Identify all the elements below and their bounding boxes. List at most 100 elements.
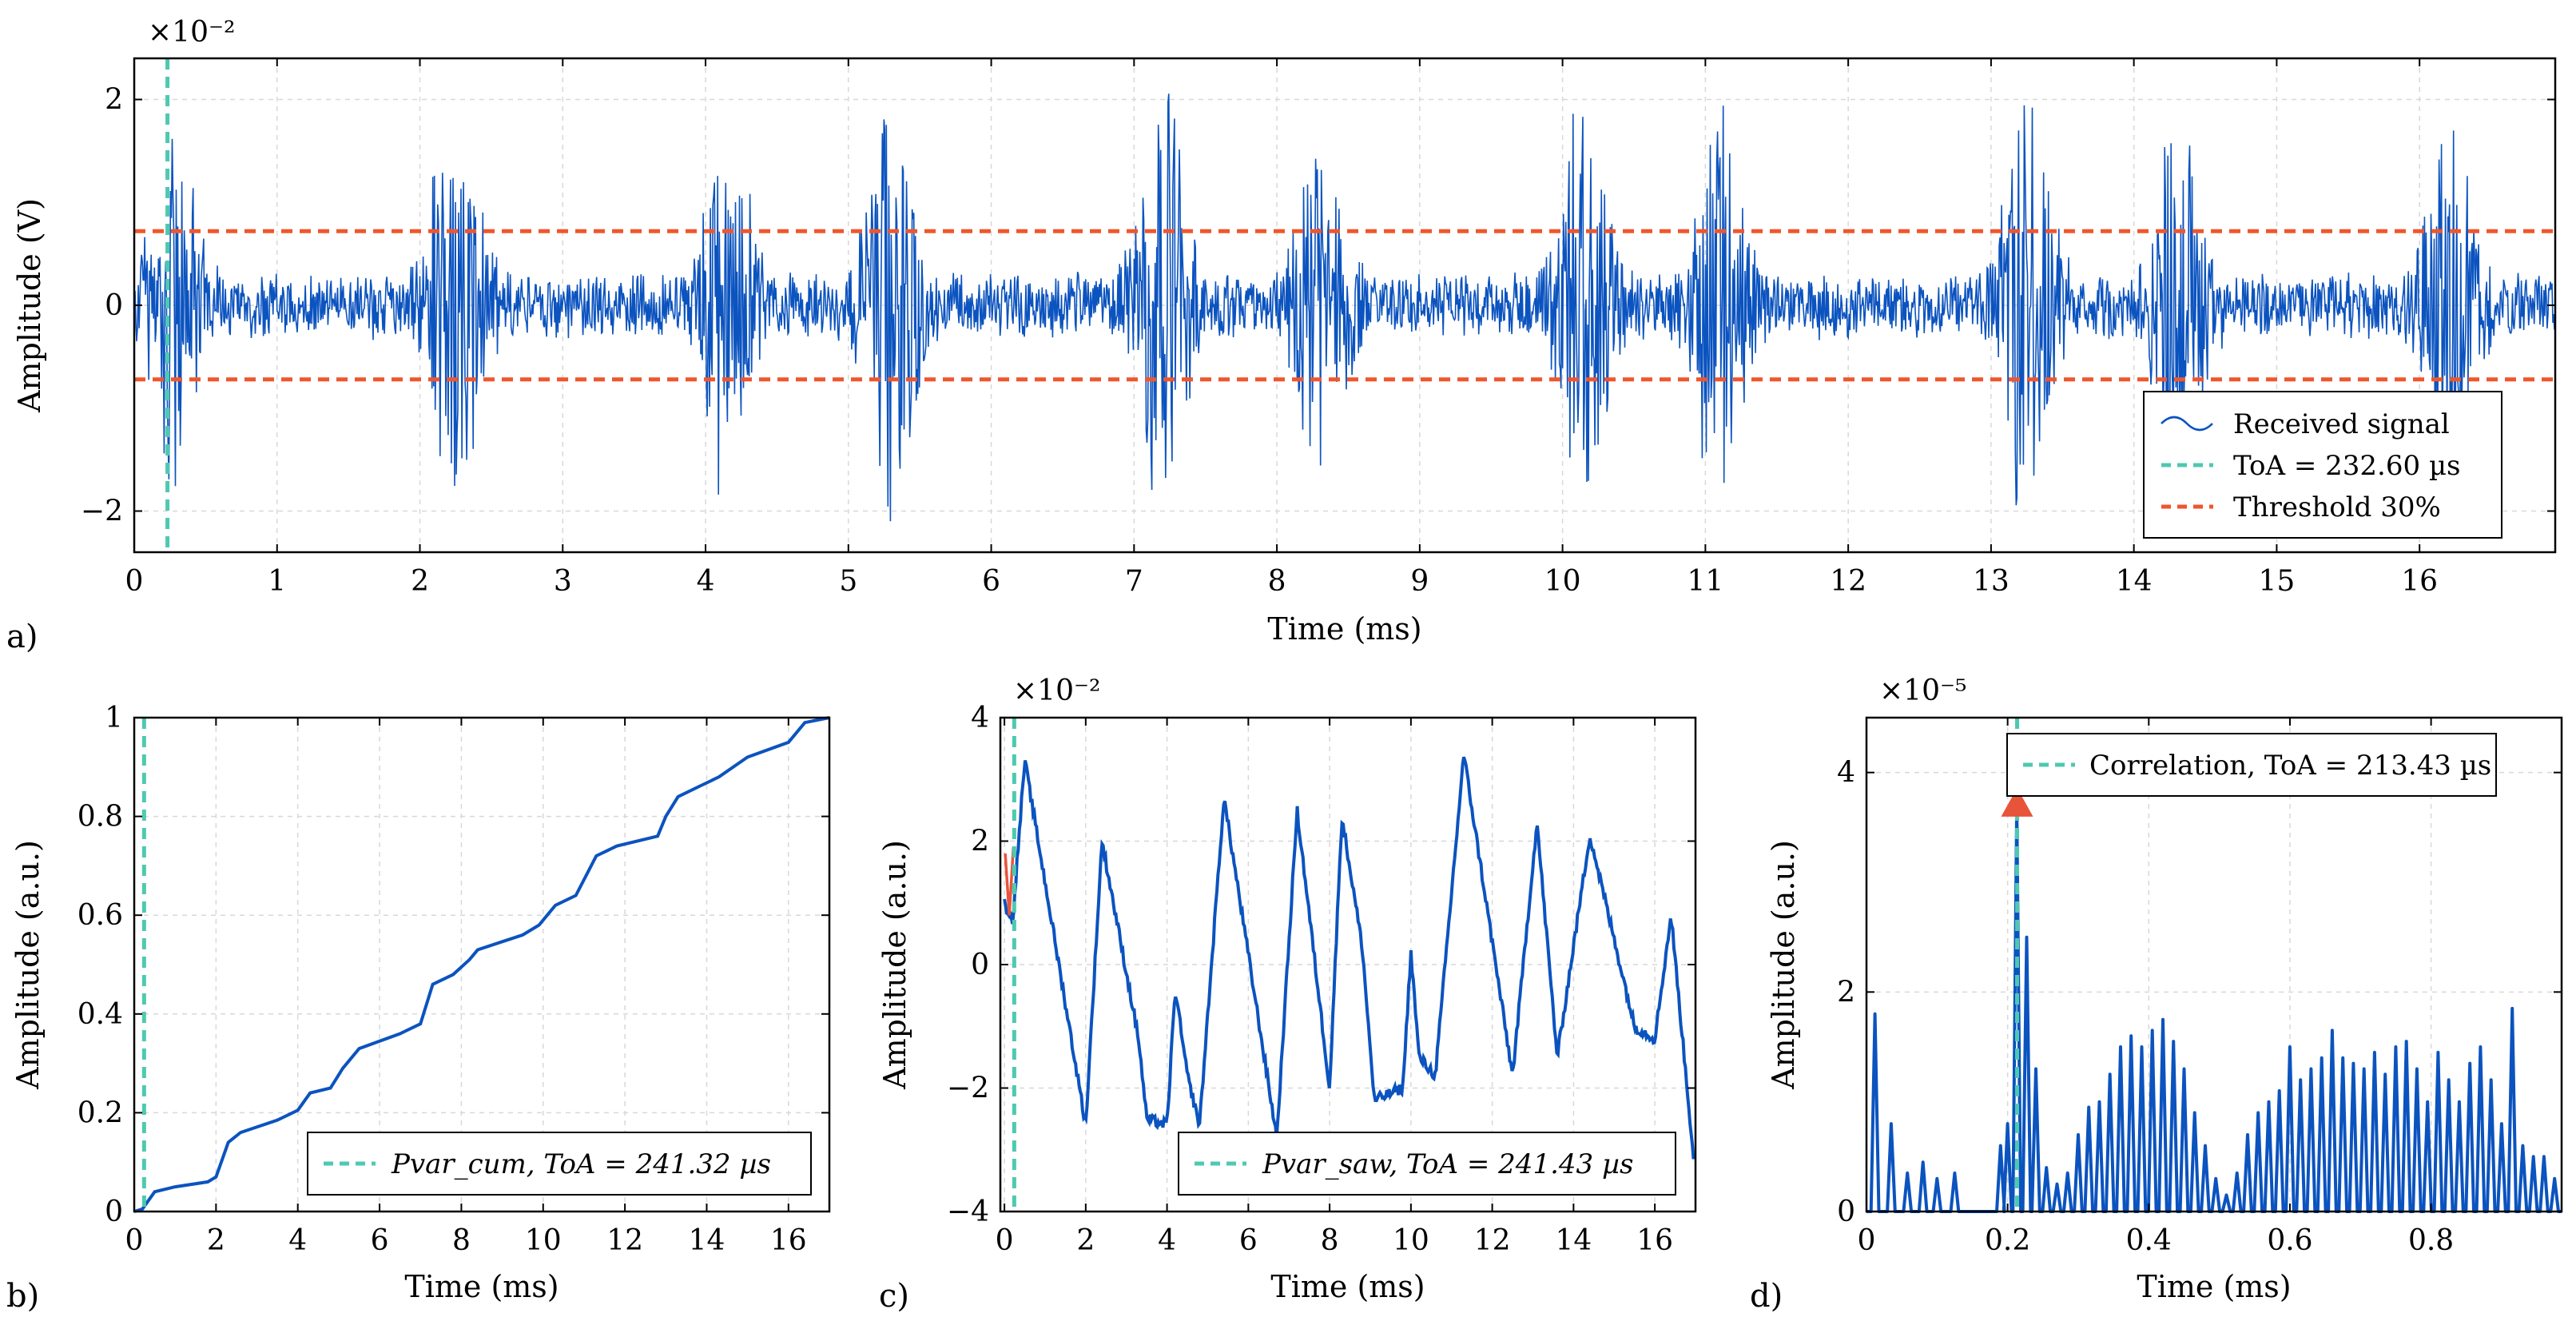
a-xtick-label: 16 xyxy=(2401,565,2438,598)
d-ytick-label: 4 xyxy=(1837,757,1855,790)
b-ylabel: Amplitude (a.u.) xyxy=(10,840,46,1090)
b-xtick-label: 0 xyxy=(125,1224,144,1257)
a-xtick-label: 1 xyxy=(268,565,286,598)
a-xtick-label: 9 xyxy=(1410,565,1429,598)
a-legend-box xyxy=(2143,391,2502,539)
a-xtick-label: 5 xyxy=(839,565,857,598)
c-xtick-label: 16 xyxy=(1636,1224,1673,1257)
d-xtick-label: 0.2 xyxy=(1985,1224,2030,1257)
d-ytick-label: 0 xyxy=(1837,1196,1855,1228)
d-frame xyxy=(1865,716,2563,1213)
b-ytick-label: 0 xyxy=(105,1196,123,1228)
a-xtick-label: 10 xyxy=(1544,565,1581,598)
c-ytick-label: 4 xyxy=(971,702,989,734)
b-panel-label: b) xyxy=(6,1278,39,1315)
c-xtick-label: 14 xyxy=(1555,1224,1592,1257)
a-xtick-label: 0 xyxy=(125,565,144,598)
b-ytick-label: 0.2 xyxy=(78,1096,123,1129)
d-xtick-label: 0 xyxy=(1858,1224,1876,1257)
c-xtick-label: 12 xyxy=(1474,1224,1511,1257)
d-xtick-label: 0.6 xyxy=(2267,1224,2312,1257)
b-ytick-label: 0.6 xyxy=(78,899,123,932)
c-xtick-label: 4 xyxy=(1158,1224,1176,1257)
d-peak-marker xyxy=(2001,787,2033,817)
b-ytick-label: 1 xyxy=(105,702,123,734)
c-xtick-label: 8 xyxy=(1321,1224,1339,1257)
a-xtick-label: 2 xyxy=(411,565,429,598)
a-ytick-label: 2 xyxy=(105,84,123,117)
a-xtick-label: 13 xyxy=(1973,565,2010,598)
b-xtick-label: 14 xyxy=(689,1224,725,1257)
a-xtick-label: 3 xyxy=(554,565,572,598)
b-xtick-label: 4 xyxy=(288,1224,307,1257)
a-xticks: 0 1 2 3 4 5 6 7 8 9 10 11 12 13 14 15 16 xyxy=(125,58,2438,598)
c-xtick-label: 10 xyxy=(1393,1224,1429,1257)
b-xlabel: Time (ms) xyxy=(404,1269,559,1304)
a-ytick-label: −2 xyxy=(81,495,123,528)
d-panel-label: d) xyxy=(1750,1278,1783,1315)
a-xtick-label: 14 xyxy=(2116,565,2153,598)
b-xtick-label: 10 xyxy=(525,1224,562,1257)
b-xtick-label: 2 xyxy=(207,1224,225,1257)
panel-d: 0 0.2 0.4 0.6 0.8 0 2 4 ×10⁻⁵ Time (ms) Amplit… xyxy=(1750,674,2563,1315)
a-xtick-label: 7 xyxy=(1125,565,1143,598)
a-xtick-label: 15 xyxy=(2259,565,2296,598)
a-yticks: −2 0 2 xyxy=(81,84,2555,528)
c-ytick-label: 2 xyxy=(971,826,989,858)
a-xtick-label: 12 xyxy=(1830,565,1866,598)
c-ylabel: Amplitude (a.u.) xyxy=(877,840,912,1090)
a-signal-line xyxy=(133,94,2556,522)
c-xtick-label: 2 xyxy=(1076,1224,1095,1257)
a-ytick-label: 0 xyxy=(105,289,123,322)
b-xticks: 0 2 4 6 8 10 12 14 16 xyxy=(125,718,807,1257)
d-ytick-label: 2 xyxy=(1837,976,1855,1009)
d-legend-box xyxy=(2006,733,2497,797)
a-xtick-label: 11 xyxy=(1687,565,1723,598)
c-legend: Pvar_saw, ToA = 241.43 µs xyxy=(1178,1132,1676,1196)
c-plot-area xyxy=(1003,718,1695,1212)
c-min-marker xyxy=(1004,847,1016,916)
panel-c: 0 2 4 6 8 10 12 14 16 −4 −2 0 2 4 ×10⁻² Time (ms) Am… xyxy=(877,674,1697,1315)
d-correlation-line xyxy=(1866,803,2562,1213)
a-xtick-label: 4 xyxy=(697,565,715,598)
a-plot-area xyxy=(133,58,2556,552)
c-xlabel: Time (ms) xyxy=(1270,1269,1425,1304)
panel-b: 0 2 4 6 8 10 12 14 16 0 0.2 0.4 0.6 0.8 1 Time (ms) A… xyxy=(6,702,831,1315)
d-legend-label: Correlation, ToA = 213.43 µs xyxy=(2089,750,2491,782)
a-xtick-label: 8 xyxy=(1268,565,1286,598)
b-plot-area xyxy=(133,716,830,1213)
b-legend: Pvar_cum, ToA = 241.32 µs xyxy=(307,1132,812,1196)
b-ytick-label: 0.8 xyxy=(78,801,123,834)
b-xtick-label: 8 xyxy=(452,1224,471,1257)
c-xtick-label: 6 xyxy=(1239,1224,1258,1257)
a-legend-threshold: Threshold 30% xyxy=(2233,491,2441,523)
a-panel-label: a) xyxy=(6,619,38,655)
c-ytick-label: −2 xyxy=(947,1072,989,1105)
c-saw-line xyxy=(1003,756,1695,1160)
d-xtick-label: 0.8 xyxy=(2408,1224,2454,1257)
d-xtick-label: 0.4 xyxy=(2126,1224,2172,1257)
a-legend-toa: ToA = 232.60 µs xyxy=(2233,450,2460,482)
panel-a: 0 1 2 3 4 5 6 7 8 9 10 11 12 13 14 15 16 −202 ×10⁻² Time… xyxy=(6,16,2557,655)
b-xtick-label: 12 xyxy=(606,1224,643,1257)
d-xticks: 0 0.2 0.4 0.6 0.8 xyxy=(1858,718,2454,1257)
a-ylabel: Amplitude (V) xyxy=(12,198,47,413)
a-legend: Received signal ToA = 232.60 µs Threshol… xyxy=(2143,391,2502,539)
c-ytick-label: −4 xyxy=(947,1196,989,1228)
d-ylabel: Amplitude (a.u.) xyxy=(1766,840,1801,1090)
d-legend: Correlation, ToA = 213.43 µs xyxy=(2006,733,2497,797)
a-legend-signal: Received signal xyxy=(2233,408,2450,440)
b-legend-label: Pvar_cum, ToA = 241.32 µs xyxy=(391,1148,771,1180)
c-exponent: ×10⁻² xyxy=(1013,674,1100,707)
a-xlabel: Time (ms) xyxy=(1267,611,1421,647)
d-yticks: 0 2 4 xyxy=(1837,757,2562,1228)
c-xtick-label: 0 xyxy=(996,1224,1014,1257)
b-cumulative-line xyxy=(133,716,830,1213)
c-panel-label: c) xyxy=(879,1278,909,1315)
b-legend-box xyxy=(307,1132,812,1196)
b-xtick-label: 16 xyxy=(770,1224,807,1257)
b-yticks: 0 0.2 0.4 0.6 0.8 1 xyxy=(78,702,829,1228)
a-exponent: ×10⁻² xyxy=(148,16,235,49)
c-legend-label: Pvar_saw, ToA = 241.43 µs xyxy=(1262,1148,1634,1180)
